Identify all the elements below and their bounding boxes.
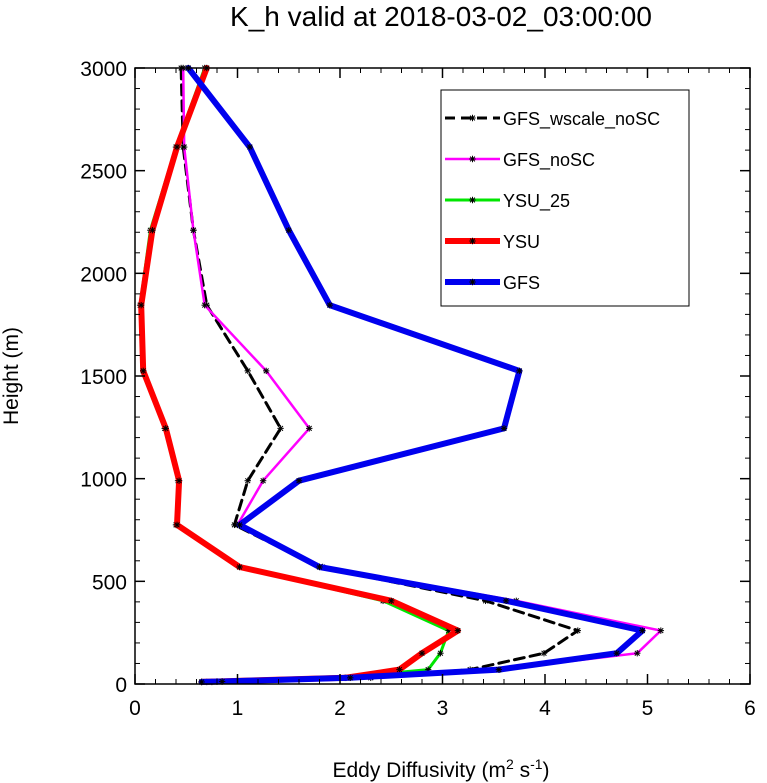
- y-tick-label: 2000: [80, 263, 127, 286]
- x-axis-label-mid: s: [514, 759, 530, 782]
- x-tick-label: 6: [744, 697, 756, 720]
- series-point: [306, 425, 313, 432]
- x-axis-label-end: ): [543, 759, 550, 782]
- legend-marker: [469, 278, 476, 286]
- x-tick-label: 5: [642, 697, 654, 720]
- series-line: [185, 65, 646, 685]
- y-tick-label: 0: [115, 674, 127, 697]
- series-point: [201, 301, 208, 309]
- x-axis-label-sup2: -1: [530, 756, 543, 772]
- series-point: [236, 563, 243, 571]
- x-tick-label: 0: [129, 697, 141, 720]
- series-point: [244, 367, 251, 375]
- series-point: [285, 227, 292, 234]
- series-point: [140, 367, 147, 375]
- series-point: [396, 666, 403, 673]
- ticks-layer: 0 1 2 3 4 5 6 0 500 1000 1500 2000 2500 3000: [80, 58, 756, 720]
- x-axis-label-sup1: 2: [506, 756, 514, 772]
- legend-marker: [469, 114, 476, 122]
- series-point: [263, 367, 270, 375]
- series-point: [181, 143, 188, 151]
- legend-label: GFS_wscale_noSC: [503, 109, 660, 130]
- series-point: [388, 597, 395, 605]
- series-point: [639, 627, 646, 634]
- series-point: [326, 301, 333, 309]
- series-point: [502, 597, 510, 605]
- series-point: [137, 301, 145, 309]
- legend-marker: [469, 155, 476, 163]
- series-point: [162, 425, 169, 432]
- series-point: [540, 650, 548, 657]
- series-point: [190, 227, 197, 234]
- legend-item: GFS_wscale_noSC: [445, 109, 660, 130]
- y-tick-label: 500: [92, 571, 127, 594]
- series-point: [454, 627, 462, 634]
- legend-marker: [469, 196, 476, 204]
- legend-item: GFS: [445, 273, 540, 293]
- legend-item: GFS_noSC: [445, 150, 595, 171]
- x-axis-label: Eddy Diffusivity (m2 s-1): [332, 756, 549, 782]
- legend-label: YSU_25: [503, 191, 570, 212]
- series-point: [259, 477, 267, 484]
- series-point: [149, 227, 156, 234]
- y-tick-label: 1500: [80, 366, 127, 389]
- x-axis-label-text: Eddy Diffusivity (m: [332, 759, 506, 782]
- series-point: [173, 143, 181, 151]
- x-tick-label: 2: [334, 697, 346, 720]
- series-gfs: [185, 64, 646, 686]
- series-point: [500, 425, 508, 432]
- series-point: [244, 477, 251, 484]
- legend-item: YSU: [445, 232, 540, 252]
- x-tick-label: 3: [437, 697, 449, 720]
- series-point: [418, 650, 426, 657]
- legend-label: GFS: [503, 273, 540, 293]
- legend: GFS_wscale_noSC GFS_noSC YSU_25 YSU GFS: [440, 89, 690, 307]
- series-point: [173, 521, 181, 529]
- x-tick-label: 4: [539, 697, 551, 720]
- series-point: [516, 367, 523, 375]
- series-point: [657, 627, 665, 634]
- y-tick-label: 2500: [80, 161, 127, 184]
- series-line: [138, 65, 461, 685]
- legend-marker: [469, 237, 476, 245]
- series-point: [277, 425, 284, 432]
- legend-label: GFS_noSC: [503, 150, 595, 171]
- series-point: [574, 627, 581, 634]
- y-axis-label: Height (m): [0, 327, 23, 425]
- x-tick-label: 1: [232, 697, 244, 720]
- series-point: [175, 477, 183, 484]
- series-point: [347, 674, 354, 682]
- series-point: [246, 143, 253, 151]
- legend-label: YSU: [503, 232, 540, 252]
- series-point: [437, 650, 444, 657]
- y-tick-label: 1000: [80, 469, 127, 492]
- series-point: [236, 521, 243, 529]
- legend-item: YSU_25: [445, 191, 570, 212]
- series-layer: [136, 64, 665, 686]
- y-tick-label: 3000: [80, 58, 127, 81]
- chart-title: K_h valid at 2018-03-02_03:00:00: [230, 1, 652, 32]
- series-point: [295, 477, 303, 484]
- series-point: [634, 650, 641, 657]
- series-point: [316, 563, 323, 571]
- series-point: [613, 650, 620, 657]
- legend-box: [440, 89, 690, 307]
- series-point: [495, 666, 503, 673]
